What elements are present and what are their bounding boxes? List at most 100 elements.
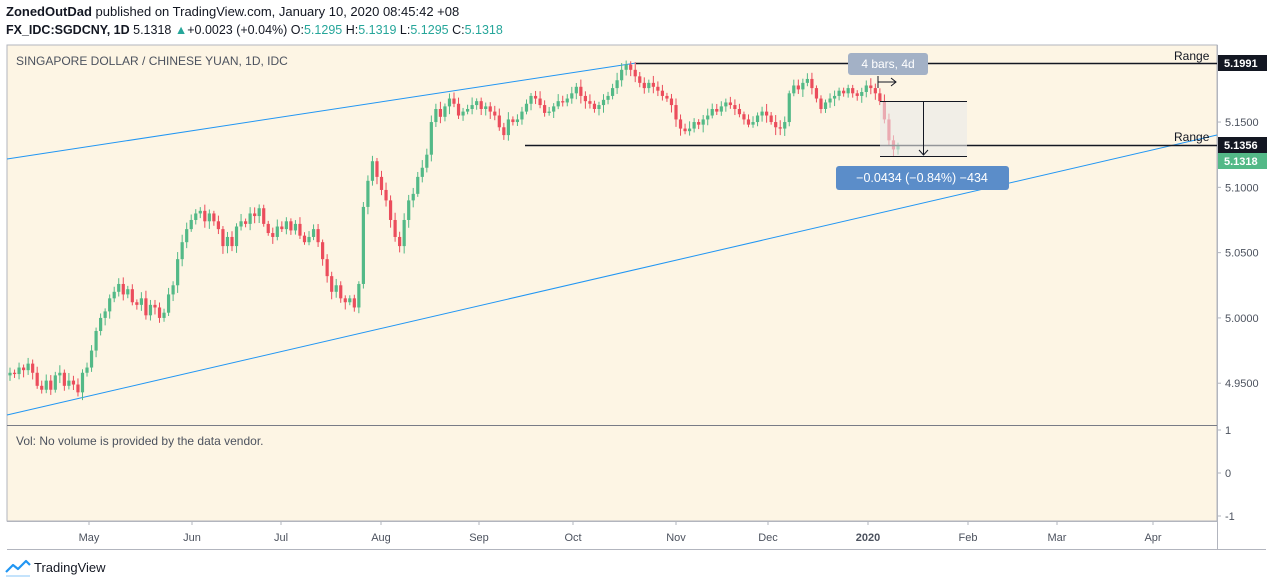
candle-body[interactable] <box>311 229 316 237</box>
candle-body[interactable] <box>461 111 465 116</box>
candle-body[interactable] <box>724 102 728 107</box>
candle-body[interactable] <box>583 95 587 102</box>
candle-body[interactable] <box>823 102 828 109</box>
candle-body[interactable] <box>470 105 474 109</box>
candle-body[interactable] <box>737 108 742 115</box>
candle-body[interactable] <box>80 372 85 393</box>
candle-body[interactable] <box>851 88 855 94</box>
candle-body[interactable] <box>35 372 39 386</box>
candle-body[interactable] <box>194 213 198 220</box>
candle-body[interactable] <box>547 111 551 113</box>
candle-body[interactable] <box>733 105 737 109</box>
candle-body[interactable] <box>765 111 769 116</box>
upper-trendline[interactable] <box>6 62 637 160</box>
candle-body[interactable] <box>239 221 243 227</box>
candle-body[interactable] <box>293 223 298 231</box>
candle-body[interactable] <box>669 98 674 106</box>
candle-body[interactable] <box>497 115 501 128</box>
candle-body[interactable] <box>447 98 452 107</box>
candle-body[interactable] <box>565 98 569 103</box>
candle-body[interactable] <box>398 236 402 247</box>
candle-body[interactable] <box>44 380 48 390</box>
candle-body[interactable] <box>620 69 624 81</box>
candle-body[interactable] <box>701 119 705 125</box>
candle-body[interactable] <box>130 289 134 303</box>
candle-body[interactable] <box>429 122 433 155</box>
candle-body[interactable] <box>561 101 565 103</box>
candle-body[interactable] <box>316 229 320 243</box>
candle-body[interactable] <box>769 115 773 123</box>
candle-body[interactable] <box>366 180 370 207</box>
candle-body[interactable] <box>416 176 420 194</box>
candle-body[interactable] <box>678 119 683 129</box>
candle-body[interactable] <box>21 367 26 371</box>
candle-body[interactable] <box>674 105 678 120</box>
candle-body[interactable] <box>103 311 107 318</box>
candle-body[interactable] <box>488 106 492 112</box>
candle-body[interactable] <box>180 242 184 260</box>
candle-body[interactable] <box>112 291 116 299</box>
candle-body[interactable] <box>556 101 560 107</box>
candle-body[interactable] <box>719 106 723 112</box>
candle-body[interactable] <box>62 372 66 386</box>
lower-trendline[interactable] <box>6 134 1218 416</box>
candle-body[interactable] <box>438 108 443 117</box>
candle-body[interactable] <box>189 219 193 230</box>
candle-body[interactable] <box>58 372 62 376</box>
candle-body[interactable] <box>697 122 701 125</box>
candle-body[interactable] <box>692 122 696 129</box>
candle-body[interactable] <box>71 380 76 385</box>
candle-body[interactable] <box>17 367 21 375</box>
candle-body[interactable] <box>570 93 574 99</box>
time-axis[interactable]: May Jun Jul Aug Sep Oct Nov Dec 2020 Feb Mar Apr <box>79 521 1162 544</box>
candle-body[interactable] <box>339 285 343 299</box>
volume-axis[interactable]: 1 0 -1 <box>1217 425 1235 523</box>
candle-body[interactable] <box>597 105 601 109</box>
candle-body[interactable] <box>819 98 823 109</box>
candle-body[interactable] <box>574 86 578 94</box>
candle-body[interactable] <box>529 95 533 104</box>
candle-body[interactable] <box>475 101 479 106</box>
author-name[interactable]: ZonedOutDad <box>6 4 92 19</box>
candle-body[interactable] <box>832 95 837 99</box>
candle-body[interactable] <box>710 108 714 116</box>
candle-body[interactable] <box>157 307 162 318</box>
candle-body[interactable] <box>665 95 669 99</box>
candle-body[interactable] <box>321 242 325 260</box>
candle-body[interactable] <box>842 90 846 94</box>
candle-body[interactable] <box>538 98 542 106</box>
bars-range-box[interactable] <box>848 53 928 75</box>
candle-body[interactable] <box>284 221 288 230</box>
candle-body[interactable] <box>601 99 606 106</box>
candle-body[interactable] <box>660 90 665 96</box>
candle-body[interactable] <box>94 330 98 351</box>
candle-body[interactable] <box>443 106 447 117</box>
candle-body[interactable] <box>298 223 302 236</box>
candle-body[interactable] <box>117 283 121 292</box>
candle-body[interactable] <box>375 161 379 177</box>
candle-body[interactable] <box>212 213 216 222</box>
candle-body[interactable] <box>388 200 393 220</box>
candle-body[interactable] <box>746 119 751 125</box>
candle-body[interactable] <box>552 106 556 112</box>
candle-body[interactable] <box>642 82 646 89</box>
candle-body[interactable] <box>792 85 796 94</box>
candle-body[interactable] <box>810 78 814 89</box>
measure-label-box[interactable] <box>836 166 1009 190</box>
price-axis[interactable]: 4.9500 5.0000 5.0500 5.1000 5.1500 <box>1217 117 1259 390</box>
candle-body[interactable] <box>121 283 125 295</box>
candle-body[interactable] <box>774 122 778 128</box>
candle-body[interactable] <box>502 127 506 136</box>
candle-body[interactable] <box>633 69 637 77</box>
candle-body[interactable] <box>144 298 148 316</box>
volume-pane[interactable] <box>7 426 1217 521</box>
candle-body[interactable] <box>425 154 429 168</box>
candle-body[interactable] <box>198 210 202 214</box>
candle-body[interactable] <box>402 219 406 247</box>
candle-body[interactable] <box>185 229 189 243</box>
candle-body[interactable] <box>271 233 275 237</box>
candle-body[interactable] <box>67 380 71 386</box>
candle-body[interactable] <box>379 176 384 190</box>
candle-body[interactable] <box>506 119 510 136</box>
